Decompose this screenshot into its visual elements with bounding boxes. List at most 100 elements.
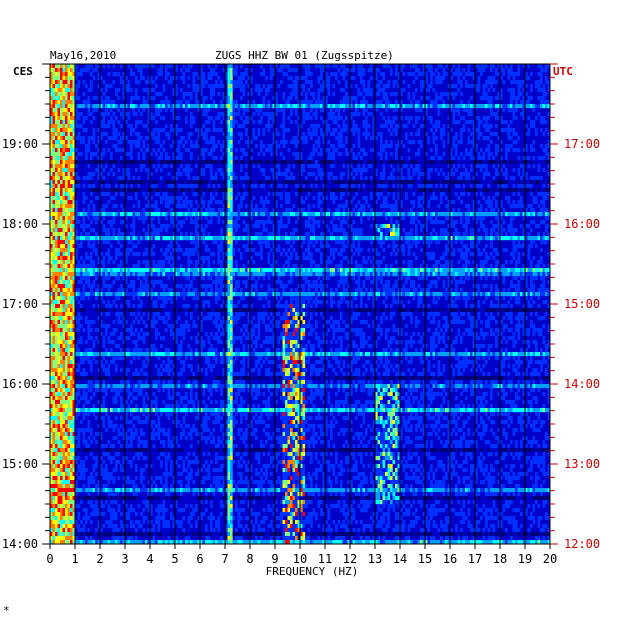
heatmap-cell xyxy=(330,104,333,109)
heatmap-cell xyxy=(82,236,86,241)
heatmap-cell xyxy=(185,172,188,177)
heatmap-cell xyxy=(55,248,58,253)
heatmap-cell xyxy=(332,148,336,153)
heatmap-cell xyxy=(185,168,188,173)
heatmap-cell xyxy=(82,136,86,141)
heatmap-cell xyxy=(82,212,86,217)
heatmap-cell xyxy=(87,184,91,189)
heatmap-cell xyxy=(170,64,173,69)
heatmap-cell xyxy=(230,192,233,197)
heatmap-cell xyxy=(242,176,246,181)
heatmap-cell xyxy=(197,216,201,221)
heatmap-cell xyxy=(285,240,288,245)
heatmap-cell xyxy=(490,76,493,81)
heatmap-cell xyxy=(530,244,533,249)
heatmap-cell xyxy=(157,260,161,265)
heatmap-cell xyxy=(87,68,91,73)
heatmap-cell xyxy=(67,240,71,245)
heatmap-cell xyxy=(365,200,368,205)
heatmap-cell xyxy=(495,224,498,229)
heatmap-cell xyxy=(462,156,466,161)
heatmap-cell xyxy=(467,176,471,181)
heatmap-cell xyxy=(235,80,238,85)
heatmap-cell xyxy=(315,212,318,217)
heatmap-cell xyxy=(457,184,461,189)
heatmap-cell xyxy=(55,88,58,93)
heatmap-cell xyxy=(395,68,398,73)
heatmap-cell xyxy=(340,192,343,197)
heatmap-cell xyxy=(260,108,263,113)
heatmap-cell xyxy=(352,236,356,241)
heatmap-cell xyxy=(335,64,338,69)
heatmap-cell xyxy=(277,188,281,193)
heatmap-cell xyxy=(477,212,481,217)
heatmap-cell xyxy=(62,208,66,213)
heatmap-cell xyxy=(470,96,473,101)
heatmap-cell xyxy=(227,140,231,145)
heatmap-cell xyxy=(62,260,66,265)
heatmap-cell xyxy=(370,68,373,73)
heatmap-cell xyxy=(507,224,511,229)
heatmap-cell xyxy=(282,144,286,149)
heatmap-cell xyxy=(392,208,396,213)
heatmap-cell xyxy=(67,204,71,209)
heatmap-cell xyxy=(340,260,343,265)
heatmap-cell xyxy=(330,112,333,117)
heatmap-cell xyxy=(70,236,73,241)
heatmap-cell xyxy=(222,84,226,89)
heatmap-cell xyxy=(322,120,326,125)
heatmap-cell xyxy=(140,112,143,117)
heatmap-cell xyxy=(362,72,366,77)
heatmap-cell xyxy=(65,256,68,261)
heatmap-cell xyxy=(157,92,161,97)
heatmap-cell xyxy=(250,204,253,209)
heatmap-cell xyxy=(392,228,396,233)
heatmap-cell xyxy=(160,72,163,77)
heatmap-cell xyxy=(92,184,96,189)
heatmap-cell xyxy=(432,252,436,257)
heatmap-cell xyxy=(325,188,328,193)
heatmap-cell xyxy=(92,68,96,73)
heatmap-cell xyxy=(490,112,493,117)
heatmap-cell xyxy=(167,180,171,185)
heatmap-cell xyxy=(337,104,341,109)
heatmap-cell xyxy=(297,100,301,105)
heatmap-cell xyxy=(60,88,63,93)
heatmap-cell xyxy=(375,92,378,97)
heatmap-cell xyxy=(327,172,331,177)
heatmap-cell xyxy=(422,212,426,217)
heatmap-cell xyxy=(227,128,231,133)
heatmap-cell xyxy=(367,80,371,85)
heatmap-cell xyxy=(167,160,171,165)
heatmap-cell xyxy=(290,92,293,97)
heatmap-cell xyxy=(200,196,203,201)
heatmap-cell xyxy=(97,188,101,193)
heatmap-cell xyxy=(200,216,203,221)
heatmap-cell xyxy=(502,228,506,233)
heatmap-cell xyxy=(102,132,106,137)
heatmap-cell xyxy=(362,196,366,201)
heatmap-cell xyxy=(90,228,93,233)
heatmap-cell xyxy=(277,144,281,149)
heatmap-cell xyxy=(70,68,73,73)
heatmap-cell xyxy=(222,160,226,165)
heatmap-cell xyxy=(365,88,368,93)
heatmap-cell xyxy=(427,140,431,145)
heatmap-cell xyxy=(350,236,353,241)
heatmap-cell xyxy=(202,96,206,101)
heatmap-cell xyxy=(515,80,518,85)
heatmap-cell xyxy=(190,92,193,97)
heatmap-cell xyxy=(202,132,206,137)
heatmap-cell xyxy=(400,248,403,253)
heatmap-cell xyxy=(135,188,138,193)
heatmap-cell xyxy=(155,76,158,81)
heatmap-cell xyxy=(402,144,406,149)
heatmap-cell xyxy=(265,104,268,109)
heatmap-cell xyxy=(480,252,483,257)
heatmap-cell xyxy=(387,84,391,89)
heatmap-cell xyxy=(50,132,53,137)
heatmap-cell xyxy=(102,148,106,153)
heatmap-cell xyxy=(145,168,148,173)
heatmap-cell xyxy=(77,152,81,157)
heatmap-cell xyxy=(237,208,241,213)
